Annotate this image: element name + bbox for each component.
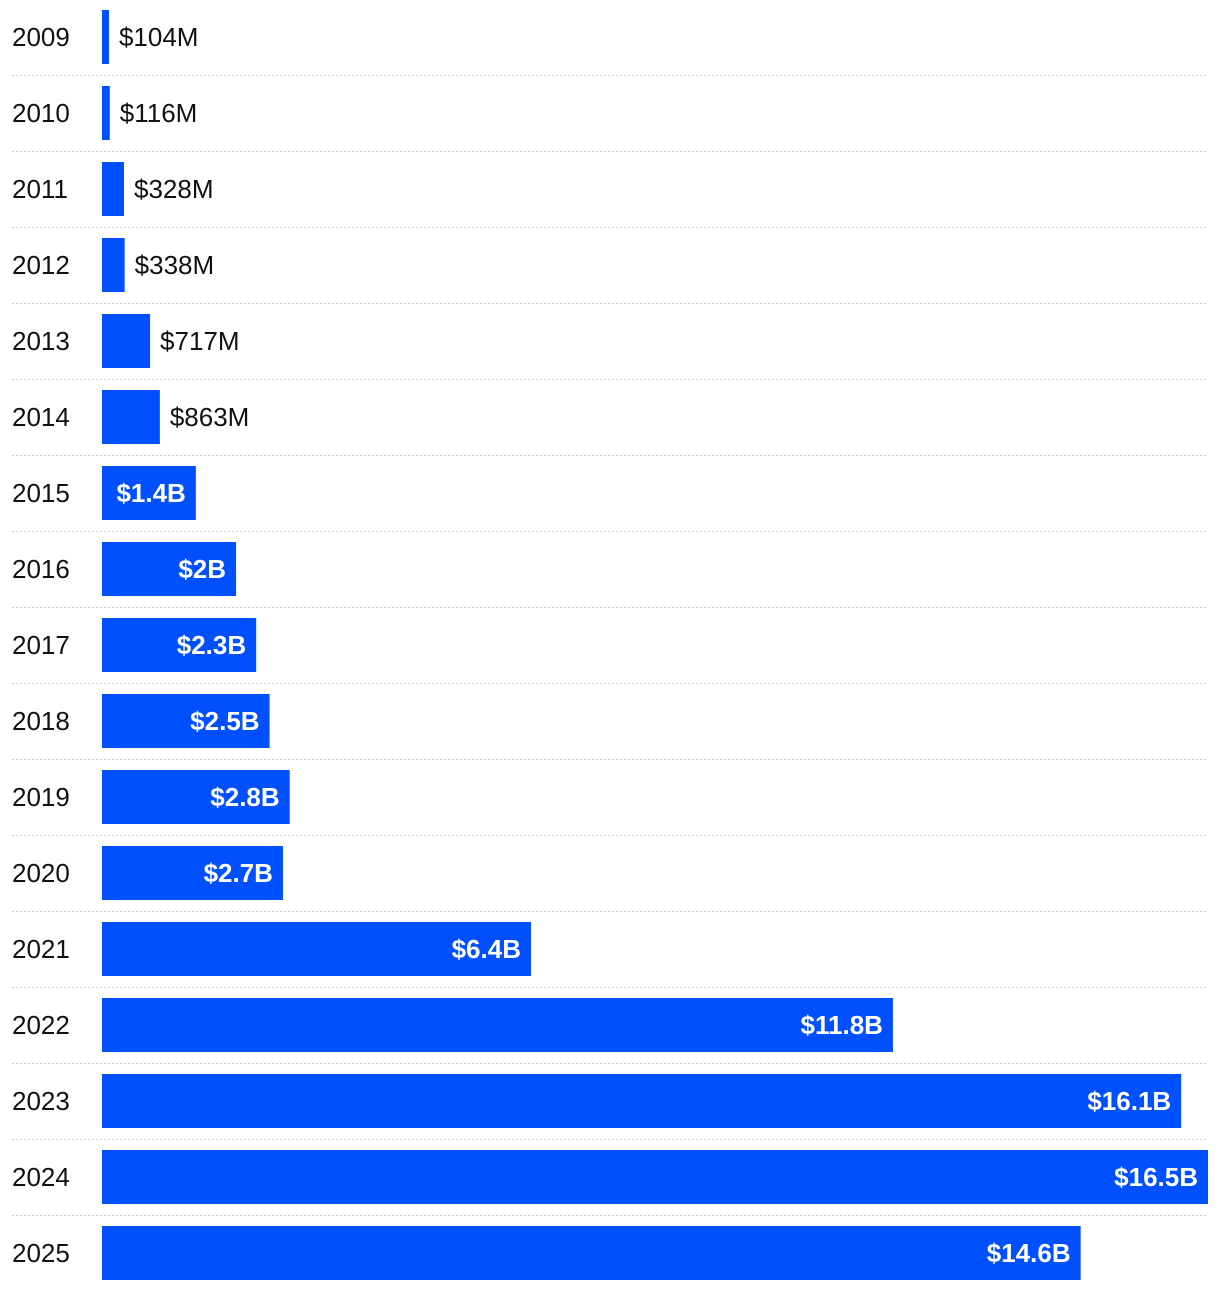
value-label-2009: $104M bbox=[119, 22, 199, 52]
year-label-2011: 2011 bbox=[12, 174, 68, 204]
bar-2025 bbox=[102, 1226, 1081, 1280]
bar-2018 bbox=[102, 694, 270, 748]
value-label-2017: $2.3B bbox=[177, 630, 246, 660]
year-label-2016: 2016 bbox=[12, 554, 70, 584]
year-label-2014: 2014 bbox=[12, 402, 70, 432]
bar-2013 bbox=[102, 314, 151, 368]
value-label-2022: $11.8B bbox=[801, 1010, 883, 1040]
bar-2016 bbox=[102, 542, 237, 596]
value-label-2018: $2.5B bbox=[190, 706, 259, 736]
value-label-2025: $14.6B bbox=[987, 1238, 1071, 1268]
value-label-2023: $16.1B bbox=[1087, 1086, 1171, 1116]
year-label-2024: 2024 bbox=[12, 1162, 70, 1192]
value-label-2016: $2B bbox=[178, 554, 226, 584]
bar-2014 bbox=[102, 390, 160, 444]
bar-2017 bbox=[102, 618, 257, 672]
year-label-2018: 2018 bbox=[12, 706, 70, 736]
year-label-2025: 2025 bbox=[12, 1238, 70, 1268]
bar-2009 bbox=[102, 10, 109, 64]
value-label-2015: $1.4B bbox=[116, 478, 185, 508]
value-label-2019: $2.8B bbox=[210, 782, 279, 812]
bar-2021 bbox=[102, 922, 531, 976]
bar-2012 bbox=[102, 238, 125, 292]
year-label-2013: 2013 bbox=[12, 326, 70, 356]
year-label-2010: 2010 bbox=[12, 98, 70, 128]
bar-2019 bbox=[102, 770, 290, 824]
year-label-2021: 2021 bbox=[12, 934, 70, 964]
bar-2011 bbox=[102, 162, 124, 216]
year-label-2022: 2022 bbox=[12, 1010, 70, 1040]
year-label-2015: 2015 bbox=[12, 478, 70, 508]
value-label-2024: $16.5B bbox=[1114, 1162, 1198, 1192]
value-label-2012: $338M bbox=[135, 250, 215, 280]
value-label-2011: $328M bbox=[134, 174, 214, 204]
value-label-2020: $2.7B bbox=[204, 858, 273, 888]
bar-2015 bbox=[102, 466, 196, 520]
year-label-2017: 2017 bbox=[12, 630, 70, 660]
bar-2024 bbox=[102, 1150, 1208, 1204]
year-label-2023: 2023 bbox=[12, 1086, 70, 1116]
bar-2010 bbox=[102, 86, 110, 140]
bar-2020 bbox=[102, 846, 283, 900]
year-label-2020: 2020 bbox=[12, 858, 70, 888]
value-label-2021: $6.4B bbox=[452, 934, 521, 964]
year-label-2009: 2009 bbox=[12, 22, 70, 52]
year-label-2019: 2019 bbox=[12, 782, 70, 812]
bar-2022 bbox=[102, 998, 893, 1052]
value-label-2014: $863M bbox=[170, 402, 250, 432]
bar-2023 bbox=[102, 1074, 1182, 1128]
value-label-2010: $116M bbox=[120, 98, 198, 128]
value-label-2013: $717M bbox=[160, 326, 240, 356]
year-label-2012: 2012 bbox=[12, 250, 70, 280]
